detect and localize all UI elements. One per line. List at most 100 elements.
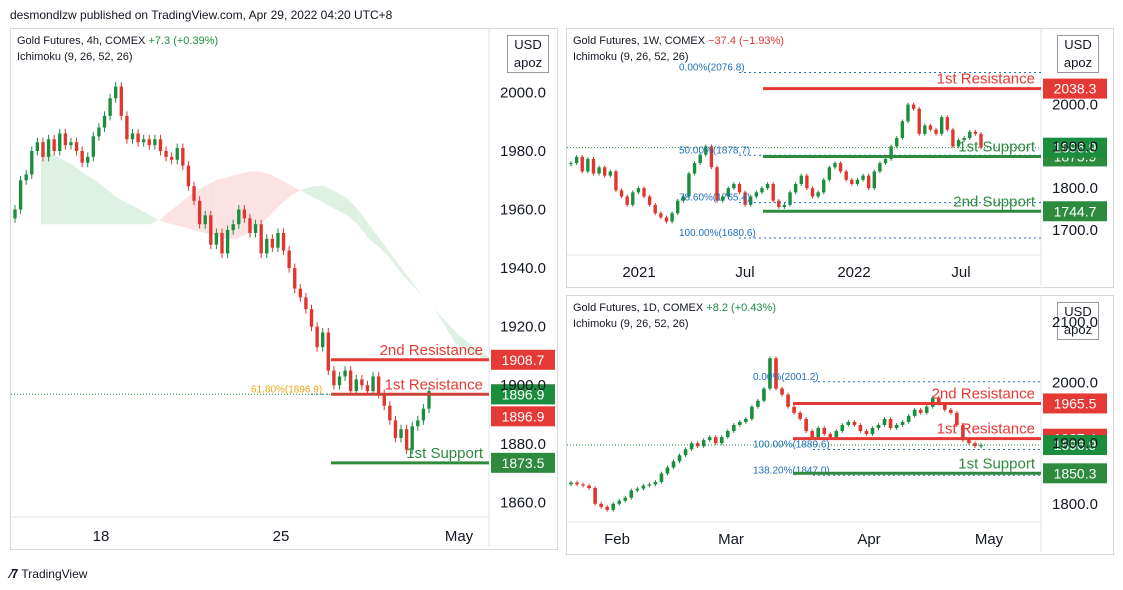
candle-up [754,192,759,197]
ichimoku-cloud-segment [41,150,52,225]
candle-down [786,394,790,407]
price-tag-text: 2038.3 [1054,81,1097,97]
y-tick-label: 2000.0 [1052,97,1098,114]
candle-up [924,406,929,413]
candle-up [141,139,146,143]
candle-up [35,142,40,151]
candle-down [388,405,392,421]
candle-down [382,394,386,406]
currency-unit-selector[interactable]: USD apoz [507,35,549,73]
ichimoku-cloud-segment [456,332,468,351]
candle-up [569,163,573,165]
candle-up [923,125,927,134]
y-tick-label: 1800.0 [1052,496,1098,513]
candle-up [878,163,882,172]
candle-up [906,415,911,422]
candle-up [840,424,845,432]
ichimoku-cloud-segment [281,180,293,204]
candle-down [169,156,174,160]
candle-down [593,488,597,504]
y-tick-label: 1960.0 [500,202,546,219]
chart-panel-1w[interactable]: Gold Futures, 1W, COMEX −37.4 (−1.93%) I… [566,28,1114,288]
ichimoku-cloud-segment [73,165,85,225]
candle-up [410,426,414,450]
price-tag-box [1043,393,1107,414]
chart-canvas-1w[interactable]: 0.00%(2076.8) 50.00%(1878.7) 78.60%(1765.4… [567,29,1113,287]
candle-up [822,179,826,193]
candle-up [617,500,622,504]
candle-up [608,171,612,176]
ichimoku-cloud-segment [346,197,358,225]
candle-up [629,490,634,498]
candle-down [844,171,848,180]
candle-up [130,133,135,140]
ichimoku-cloud-segment [161,209,173,225]
candle-down [80,150,84,163]
price-tag-box [491,452,555,473]
candle-up [641,485,646,489]
candle-up [882,418,887,425]
current-price-tag: 1896.9 [1043,137,1107,158]
candle-up [635,488,640,491]
candle-down [822,428,827,435]
candle-down [281,232,286,251]
chart-panel-4h[interactable]: Gold Futures, 4h, COMEX +7.3 (+0.39%) Ic… [10,28,558,550]
candle-up [738,421,742,425]
candle-down [737,183,742,193]
price-tag-text: 1896.9 [502,408,545,424]
currency-unit-selector[interactable]: USD apoz [1057,302,1099,340]
support-label: 2nd Support [953,193,1036,210]
candle-down [315,326,319,348]
indicator-label: Ichimoku (9, 26, 52, 26) [573,318,689,330]
candle-down [858,424,863,432]
ichimoku-cloud-segment [336,191,347,216]
footer-brand[interactable]: ⁄7 TradingView [10,566,87,581]
chart-canvas-4h[interactable]: 61.80%(1896.9) 2nd Resistance 1908.7 1st Re… [11,29,557,549]
x-tick-label: 25 [273,528,290,545]
candle-up [427,391,431,409]
chart-canvas-1d[interactable]: 0.00%(2001.2) 100.00%(1889.6) 138.20%(1847… [567,296,1113,554]
candle-down [360,379,364,386]
ichimoku-cloud-segment [226,174,238,239]
ichimoku-cloud-segment [172,200,184,228]
candle-down [774,358,778,389]
candle-up [719,437,724,444]
candle-down [136,133,140,143]
candle-up [671,461,676,468]
ichimoku-cloud-segment [292,186,304,195]
candle-up [114,86,118,99]
candle-down [780,388,784,395]
currency-label: USD [1064,304,1092,319]
candle-down [934,129,938,134]
candle-up [153,139,157,146]
candle-down [743,192,747,205]
currency-label: USD [514,37,542,52]
y-tick-label: 1900.0 [1052,138,1098,155]
candle-down [220,232,224,254]
currency-unit-selector[interactable]: USD apoz [1057,35,1099,73]
candle-up [900,421,905,425]
candle-down [259,224,263,254]
candle-up [108,98,112,116]
price-tag-box [1043,137,1107,158]
price-tag-text: 1896.9 [1054,437,1097,453]
candle-up [906,104,910,122]
ichimoku-cloud-segment [95,180,107,225]
candle-up [726,188,730,197]
ichimoku-cloud-segment [248,171,260,233]
candle-up [611,503,616,510]
chart-panel-1d[interactable]: Gold Futures, 1D, COMEX +8.2 (+0.43%) Ic… [566,295,1114,555]
candle-down [309,309,314,327]
candle-down [575,482,579,485]
resistance-price-tag: 2038.3 [1043,78,1107,99]
ichimoku-cloud-segment [106,189,118,225]
candle-down [945,117,949,130]
candle-up [894,424,899,428]
candle-down [864,431,869,435]
candle-down [659,213,663,218]
candle-up [731,424,736,432]
change-label: +8.2 (+0.43%) [706,302,776,314]
y-tick-label: 1940.0 [500,260,546,277]
candle-up [354,379,358,392]
candle-down [838,163,843,172]
